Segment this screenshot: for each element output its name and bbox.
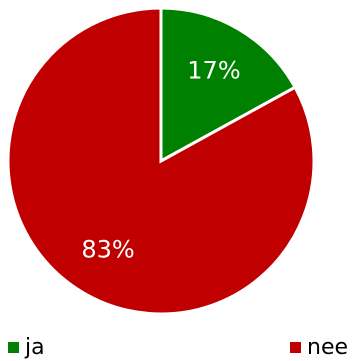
- slice-label: 17%: [187, 56, 240, 84]
- legend-swatch: [8, 342, 19, 353]
- slice-label: 83%: [81, 236, 134, 264]
- pie-slice: [6, 6, 316, 316]
- legend-label: nee: [307, 335, 348, 360]
- pie-slice: [159, 6, 298, 164]
- legend-swatch: [290, 342, 301, 353]
- legend-label: ja: [24, 335, 45, 360]
